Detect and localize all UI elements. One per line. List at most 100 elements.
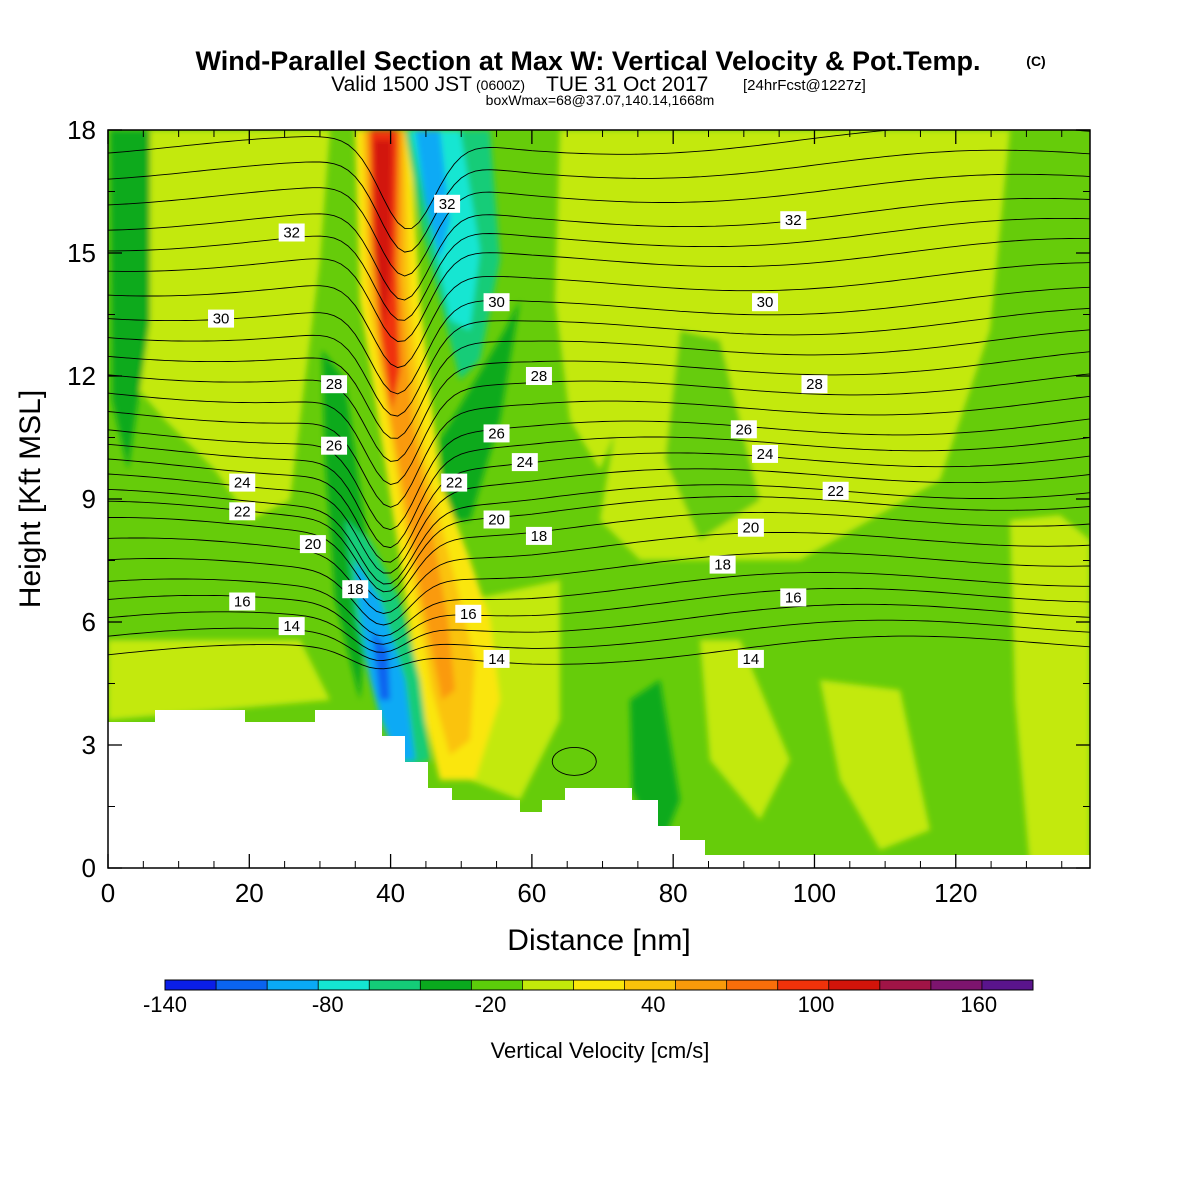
y-axis: 0 3 6 9 12 15 18 [67, 115, 1090, 883]
colorbar-swatch [930, 980, 983, 990]
x-tick-label: 80 [659, 878, 688, 908]
colorbar-swatch [675, 980, 728, 990]
contour-label: 26 [321, 436, 348, 455]
contour-label-text: 28 [531, 368, 548, 385]
chart-title: Wind-Parallel Section at Max W: Vertical… [196, 46, 981, 76]
colorbar-tick-label: -140 [143, 992, 187, 1017]
colorbar-tick-label: 160 [960, 992, 997, 1017]
colorbar-label: Vertical Velocity [cm/s] [491, 1038, 710, 1063]
theta-isoline [108, 351, 1090, 462]
contour-label-text: 24 [757, 446, 774, 463]
contour-label: 16 [455, 604, 482, 623]
contour-label-text: 16 [234, 594, 251, 611]
contour-label-bg [229, 502, 256, 521]
contour-label-text: 14 [283, 618, 300, 635]
contour-label: 28 [801, 375, 828, 394]
colorbar-swatch [522, 980, 574, 990]
contour-label-text: 18 [531, 528, 548, 545]
contour-label-bg [434, 194, 461, 213]
contour-label-bg [441, 473, 468, 492]
closed-isoline [551, 746, 597, 776]
contour-label-bg [321, 436, 348, 455]
plot-area: 32 32 32 30 30 30 28 28 28 26 26 26 24 24 24 22 22 22 20 20… [108, 130, 1090, 868]
colorbar-swatch [828, 980, 881, 990]
contour-label-text: 24 [516, 454, 533, 471]
contour-label: 30 [752, 293, 779, 312]
contour-label: 14 [483, 649, 510, 668]
field-region [108, 640, 330, 720]
contour-label-bg [780, 588, 807, 607]
contour-label-text: 16 [785, 589, 802, 606]
contour-label-bg [278, 223, 305, 242]
x-axis-label: Distance [nm] [507, 924, 690, 957]
field-region [470, 580, 560, 800]
contour-label-bg [299, 535, 326, 554]
contour-label-text: 14 [743, 651, 760, 668]
contour-label-bg [483, 649, 510, 668]
theta-contour-labels: 32 32 32 30 30 30 28 28 28 26 26 26 24 24 24 22 22 22 20 20… [208, 194, 849, 668]
theta-isoline [108, 619, 1090, 661]
field-region [440, 300, 520, 520]
colorbar-swatch [165, 980, 217, 990]
contour-label: 28 [321, 375, 348, 394]
contour-label-bg [278, 617, 305, 636]
contour-label: 16 [780, 588, 807, 607]
contour-label-bg [455, 604, 482, 623]
contour-label: 20 [483, 510, 510, 529]
field-region [665, 330, 760, 540]
contour-label: 22 [822, 481, 849, 500]
y-tick-label: 9 [82, 484, 96, 514]
colorbar-swatch [879, 980, 932, 990]
contour-label-text: 24 [234, 475, 251, 492]
valid-utc: (0600Z) [476, 77, 525, 93]
contour-label-text: 30 [757, 294, 774, 311]
contour-label: 30 [483, 293, 510, 312]
theta-isoline [108, 307, 1090, 417]
colorbar-swatch [318, 980, 370, 990]
theta-isoline [108, 262, 1090, 369]
theta-isoline [108, 452, 1090, 563]
theta-isoline [108, 286, 1090, 395]
colorbar-swatch [624, 980, 677, 990]
colorbar-swatch [216, 980, 268, 990]
contour-label: 14 [737, 649, 764, 668]
theta-isoline [108, 511, 1090, 603]
contour-label-text: 22 [827, 483, 844, 500]
contour-label: 14 [278, 617, 305, 636]
contour-label-bg [229, 473, 256, 492]
y-tick-label: 6 [82, 607, 96, 637]
theta-isoline [108, 373, 1090, 485]
contour-label-text: 16 [460, 606, 477, 623]
colorbar-tick-label: -80 [312, 992, 344, 1017]
contour-label-bg [229, 592, 256, 611]
contour-label-bg [737, 649, 764, 668]
contour-label: 18 [525, 526, 552, 545]
contour-label: 24 [229, 473, 256, 492]
contour-label: 18 [709, 555, 736, 574]
contour-label: 26 [483, 424, 510, 443]
contour-label-bg [342, 580, 369, 599]
y-tick-label: 0 [82, 853, 96, 883]
contour-label-text: 22 [234, 503, 251, 520]
colorbar-tick-label: 40 [641, 992, 665, 1017]
theta-isoline [108, 436, 1090, 549]
contour-label-text: 32 [283, 225, 300, 242]
contour-label: 16 [229, 592, 256, 611]
theta-isoline [108, 329, 1090, 439]
contour-label-text: 22 [446, 475, 463, 492]
colorbar-swatch [471, 980, 523, 990]
forecast-info: [24hrFcst@1227z] [743, 77, 866, 94]
contour-label-bg [752, 293, 779, 312]
contour-label: 20 [737, 518, 764, 537]
colorbar-swatch [726, 980, 779, 990]
colorbar: -140 -80 -20 40 100 160 [143, 979, 1034, 1017]
colorbar-swatch [267, 980, 319, 990]
colorbar-swatch [981, 980, 1034, 990]
colorbar-swatch [777, 980, 830, 990]
contour-label-bg [709, 555, 736, 574]
field-region [372, 630, 390, 700]
x-tick-label: 40 [376, 878, 405, 908]
theta-isoline [108, 130, 1090, 229]
theta-isoline [108, 572, 1090, 637]
